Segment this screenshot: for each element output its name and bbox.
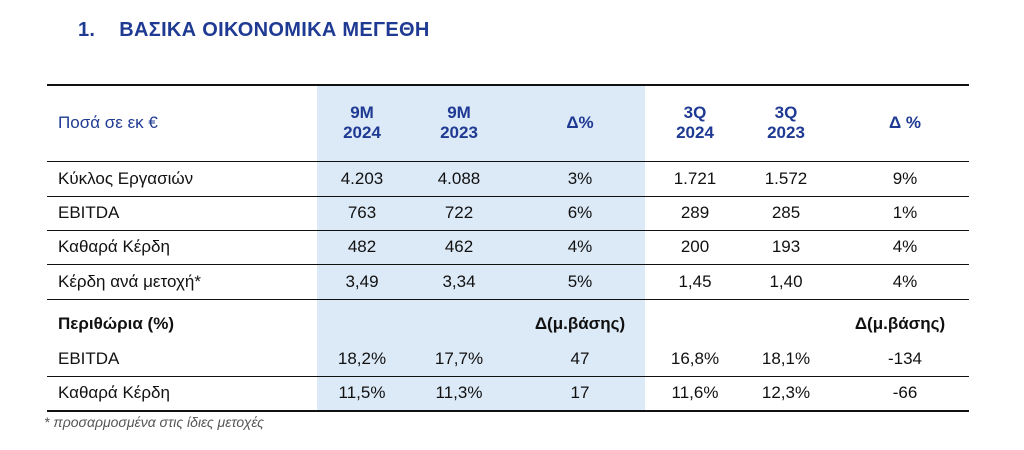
header-col-9m-2023: 9M 2023 [414,86,504,160]
table-cell: 12,3% [761,383,811,403]
margins-delta-header-9m: Δ(μ.βάσης) [534,313,626,333]
header-period: 9M [447,102,471,122]
header-col-9m-2024: 9M 2024 [317,86,407,160]
table-cell: 722 [444,203,474,223]
header-year: 2024 [343,123,381,142]
row-rule [47,230,969,231]
table-cell: 4% [892,271,918,291]
table-cell: 6% [567,203,593,223]
margins-header-label: Περιθώρια (%) [58,313,174,333]
table-cell: 3,34 [442,271,476,291]
table-cell: -66 [892,383,918,403]
header-period: 9M [350,102,374,122]
table-cell: 1,45 [678,271,712,291]
table-cell: 18,2% [337,349,387,369]
section-title-text: ΒΑΣΙΚΑ ΟΙΚΟΝΟΜΙΚΑ ΜΕΓΕΘΗ [119,19,430,41]
table-cell: 763 [347,203,377,223]
row-rule [47,264,969,265]
table-cell: 5% [567,271,593,291]
header-col-3q-2024: 3Q 2024 [650,86,740,160]
table-cell: 200 [680,237,710,257]
table-cell: 482 [347,237,377,257]
header-period: 3Q [774,102,798,122]
row-label: Κύκλος Εργασιών [58,168,194,188]
row-label: Καθαρά Κέρδη [58,383,170,403]
header-label: Ποσά σε εκ € [58,112,158,132]
shaded-column-band [317,85,645,411]
header-col-3q-2023: 3Q 2023 [741,86,831,160]
table-cell: 462 [444,237,474,257]
header-col-delta-3q: Δ % [888,112,922,132]
table-cell: 17,7% [434,349,484,369]
table-cell: 11,5% [338,383,386,403]
table-cell: 9% [892,168,918,188]
table-cell: 3,49 [345,271,379,291]
table-top-rule [47,84,969,86]
row-label: Κέρδη ανά μετοχή* [58,271,201,291]
row-label: EBITDA [58,349,120,369]
table-cell: 11,3% [435,383,483,403]
table-cell: 3% [567,168,593,188]
table-cell: -134 [887,349,923,369]
footnote: * προσαρμοσμένα στις ίδιες μετοχές [44,414,264,430]
row-rule [47,376,969,377]
margins-delta-header-3q: Δ(μ.βάσης) [854,313,946,333]
table-cell: 1.572 [764,168,808,188]
row-rule [47,196,969,197]
table-cell: 285 [771,203,801,223]
header-year: 2024 [676,123,714,142]
row-label: Καθαρά Κέρδη [58,237,170,257]
section-title: 1. ΒΑΣΙΚΑ ΟΙΚΟΝΟΜΙΚΑ ΜΕΓΕΘΗ [78,19,430,42]
table-cell: 1% [892,203,918,223]
header-year: 2023 [440,123,478,142]
row-rule [47,299,969,300]
table-bottom-rule [47,410,969,412]
table-cell: 1,40 [769,271,803,291]
table-cell: 4% [567,237,593,257]
header-col-delta-9m: Δ% [566,112,594,132]
table-cell: 193 [771,237,801,257]
table-cell: 11,6% [671,383,719,403]
section-number: 1. [78,19,96,41]
row-label: EBITDA [58,203,120,223]
table-cell: 47 [570,349,590,369]
header-year: 2023 [767,123,805,142]
table-cell: 16,8% [670,349,720,369]
row-rule [47,161,969,162]
table-cell: 1.721 [673,168,717,188]
table-cell: 289 [680,203,710,223]
table-cell: 18,1% [761,349,811,369]
table-cell: 4% [892,237,918,257]
table-cell: 4.203 [340,168,384,188]
table-cell: 4.088 [437,168,481,188]
header-period: 3Q [683,102,707,122]
table-cell: 17 [570,383,590,403]
